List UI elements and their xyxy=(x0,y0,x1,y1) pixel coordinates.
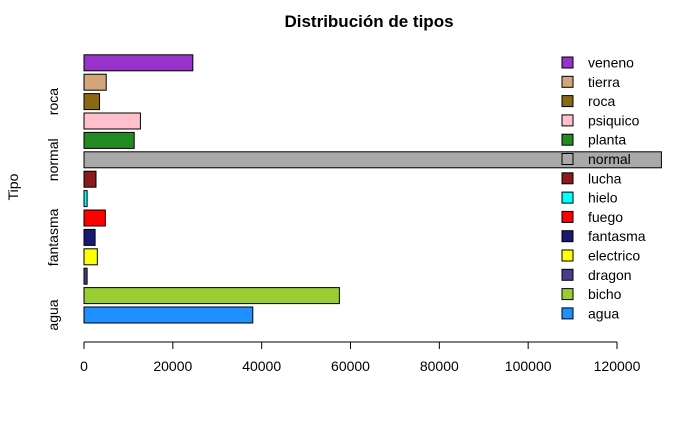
legend-label-planta: planta xyxy=(588,132,626,148)
x-tick-label-100000: 100000 xyxy=(505,358,552,374)
legend: veneno tierra roca psiquico planta normal luch… xyxy=(561,55,646,321)
legend-label-normal: normal xyxy=(588,151,631,167)
legend-swatch-bicho xyxy=(561,288,574,301)
y-tick-label-agua: agua xyxy=(45,299,61,330)
bar-fuego xyxy=(83,209,106,227)
x-tick-label-120000: 120000 xyxy=(594,358,641,374)
legend-label-electrico: electrico xyxy=(588,248,640,264)
legend-swatch-fuego xyxy=(561,210,574,223)
y-axis-label: Tipo xyxy=(5,173,21,200)
bar-planta xyxy=(83,131,135,149)
bar-lucha xyxy=(83,170,97,188)
legend-label-lucha: lucha xyxy=(588,170,622,186)
legend-swatch-tierra xyxy=(561,75,574,88)
bar-roca xyxy=(83,93,101,111)
y-axis: agua fantasma normal roca xyxy=(45,88,61,331)
legend-swatch-psiquico xyxy=(561,114,574,127)
x-tick-label-20000: 20000 xyxy=(153,358,192,374)
legend-swatch-fantasma xyxy=(561,230,574,243)
legend-swatch-hielo xyxy=(561,191,574,204)
y-tick-label-roca: roca xyxy=(45,88,61,115)
legend-swatch-normal xyxy=(561,153,574,165)
legend-swatch-roca xyxy=(561,95,574,108)
legend-swatch-planta xyxy=(561,133,574,146)
x-tick-label-40000: 40000 xyxy=(242,358,281,374)
legend-label-psiquico: psiquico xyxy=(588,112,640,128)
bar-normal xyxy=(83,151,662,169)
legend-label-tierra: tierra xyxy=(588,74,620,90)
bar-psiquico xyxy=(83,112,141,130)
bar-fantasma xyxy=(83,228,96,246)
x-tick-label-60000: 60000 xyxy=(331,358,370,374)
x-axis: 0 20000 40000 60000 80000 100000 120000 xyxy=(80,341,641,374)
legend-label-roca: roca xyxy=(588,93,615,109)
bar-electrico xyxy=(83,248,98,266)
legend-label-hielo: hielo xyxy=(588,190,618,206)
bar-bicho xyxy=(83,287,340,305)
legend-swatch-dragon xyxy=(561,268,574,281)
bars-layer xyxy=(83,54,662,324)
bar-hielo xyxy=(83,190,88,208)
x-tick-label-80000: 80000 xyxy=(420,358,459,374)
bar-tierra xyxy=(83,73,107,91)
bar-veneno xyxy=(83,54,194,72)
legend-swatch-veneno xyxy=(561,56,574,69)
legend-swatch-electrico xyxy=(561,249,574,262)
y-tick-label-fantasma: fantasma xyxy=(45,208,61,266)
legend-swatch-agua xyxy=(561,307,574,320)
bar-dragon xyxy=(83,267,88,285)
y-tick-label-normal: normal xyxy=(45,138,61,181)
legend-label-fantasma: fantasma xyxy=(588,228,646,244)
x-tick-label-0: 0 xyxy=(80,358,88,374)
chart-title: Distribución de tipos xyxy=(284,12,453,31)
legend-label-fuego: fuego xyxy=(588,209,623,225)
legend-swatch-lucha xyxy=(561,172,574,185)
legend-label-dragon: dragon xyxy=(588,267,632,283)
bar-agua xyxy=(83,306,254,324)
legend-label-veneno: veneno xyxy=(588,55,634,71)
legend-label-agua: agua xyxy=(588,305,619,321)
legend-label-bicho: bicho xyxy=(588,286,622,302)
